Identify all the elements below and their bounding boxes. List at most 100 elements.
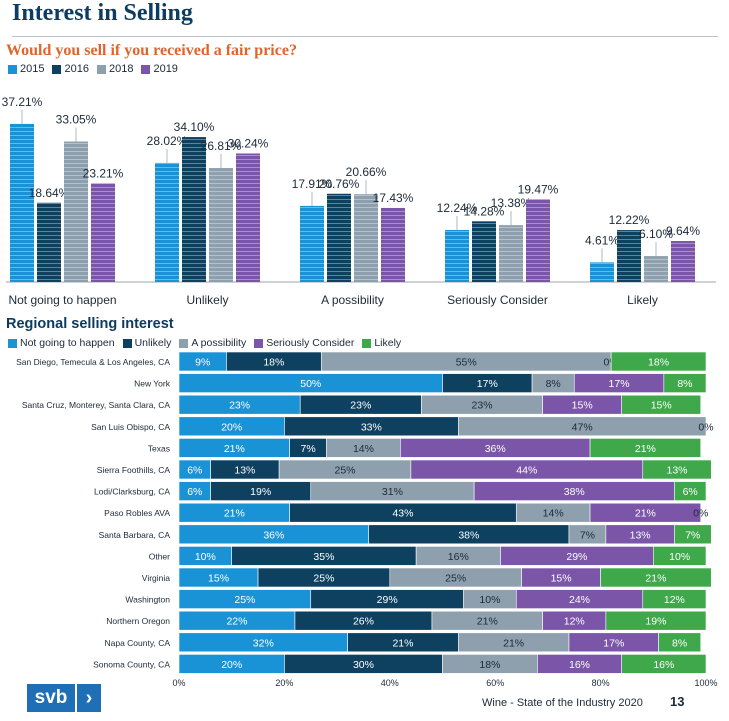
segment-label: 10% — [669, 551, 690, 563]
segment-label: 8% — [677, 378, 692, 390]
row-label: Paso Robles AVA — [104, 508, 170, 518]
bar-2015-unlikely — [155, 162, 179, 282]
segment-label: 7% — [685, 529, 700, 541]
legend-label: 2019 — [153, 63, 178, 75]
legend-label: Seriously Consider — [266, 337, 355, 349]
category-label: Not going to happen — [8, 293, 116, 307]
category-label: Unlikely — [186, 293, 228, 307]
segment-label: 22% — [226, 616, 247, 628]
legend-swatch — [8, 338, 17, 348]
data-label: 23.21% — [83, 166, 124, 180]
regional-stacked-bar-chart: San Diego, Temecula & Los Angeles, CA 9% 1… — [16, 351, 718, 688]
legend-swatch — [254, 338, 264, 348]
row-label: Sierra Foothills, CA — [97, 465, 171, 475]
bar-2019-not-going-to-happen — [91, 183, 115, 282]
bar-2018-not-going-to-happen — [64, 141, 88, 282]
segment-label: 14% — [353, 443, 374, 455]
category-label: A possibility — [321, 293, 384, 307]
segment-label: 21% — [392, 637, 413, 649]
segment-label: 10% — [479, 594, 500, 606]
segment-label: 21% — [645, 573, 666, 585]
segment-label: 50% — [300, 378, 321, 390]
row-label: Other — [149, 551, 170, 561]
bar-2019-a-possibility — [381, 207, 405, 282]
segment-label: 16% — [448, 551, 469, 563]
segment-likely — [652, 546, 707, 566]
data-label: 28.02% — [147, 134, 188, 148]
data-label: 17.91% — [292, 177, 333, 191]
legend-item-2019: 2019 — [141, 63, 178, 75]
title-divider — [12, 36, 718, 37]
data-label: 6.10% — [639, 227, 673, 241]
segment-label: 18% — [263, 357, 284, 369]
segment-label: 15% — [651, 400, 672, 412]
legend-item-2018: 2018 — [96, 63, 134, 75]
segment-label: 7% — [580, 529, 595, 541]
data-label: 9.64% — [666, 224, 700, 238]
segment-label: 13% — [234, 465, 255, 477]
segment-label: 15% — [551, 573, 572, 585]
bar-2016-seriously-consider — [472, 221, 496, 282]
segment-label: 26% — [353, 616, 374, 628]
footer-source: Wine - State of the Industry 2020 — [482, 697, 643, 709]
segment-label: 47% — [572, 421, 593, 433]
data-label: 12.24% — [437, 201, 478, 215]
segment-label: 25% — [234, 594, 255, 606]
segment-label: 20% — [221, 659, 242, 671]
segment-label: 38% — [564, 486, 585, 498]
bar-2016-not-going-to-happen — [37, 202, 61, 282]
segment-label: 23% — [229, 400, 250, 412]
segment-likely — [621, 394, 702, 415]
bar-2019-likely — [671, 241, 695, 282]
regional-section-title: Regional selling interest — [6, 316, 174, 332]
bar-2016-a-possibility — [327, 193, 351, 282]
legend-swatch — [141, 64, 151, 74]
segment-likely — [642, 589, 707, 609]
legend-swatch — [52, 64, 62, 74]
segment-label: 21% — [635, 443, 656, 455]
bar-2018-a-possibility — [354, 194, 378, 282]
segment-likely — [663, 373, 707, 393]
response-legend: Not going to happen Unlikely A possibility… — [8, 337, 401, 349]
segment-label: 29% — [377, 594, 398, 606]
segment-label: 16% — [569, 659, 590, 671]
data-label: 14.28% — [464, 204, 505, 218]
bar-2019-seriously-consider — [526, 199, 550, 282]
segment-label: 44% — [516, 465, 537, 477]
row-label: Sonoma County, CA — [93, 659, 170, 669]
segment-label: 7% — [301, 443, 316, 455]
segment-label: 31% — [382, 486, 403, 498]
data-label: 13.38% — [491, 196, 532, 210]
fair-price-bar-chart: 37.21% 18.64% 33.05% 23.21% Not going to hap… — [2, 95, 716, 307]
legend-swatch — [362, 338, 372, 348]
segment-label: 25% — [445, 573, 466, 585]
segment-label: 29% — [566, 551, 587, 563]
segment-likely — [605, 610, 707, 631]
bar-2015-not-going-to-happen — [10, 123, 34, 282]
segment-label: 10% — [195, 551, 216, 563]
bar-2016-likely — [617, 230, 641, 282]
segment-label: 0% — [698, 421, 713, 433]
segment-label: 12% — [664, 594, 685, 606]
data-label: 12.22% — [609, 213, 650, 227]
segment-likely — [610, 351, 707, 372]
segment-label: 12% — [564, 616, 585, 628]
legend-label: A possibility — [191, 337, 247, 349]
segment-likely — [600, 567, 712, 588]
page-number: 13 — [670, 694, 685, 709]
year-legend: 2015 2016 2018 2019 — [8, 63, 178, 75]
segment-label: 38% — [458, 529, 479, 541]
segment-likely — [589, 438, 702, 458]
svb-logo: svb — [27, 684, 75, 712]
legend-label: 2015 — [20, 63, 45, 75]
legend-label: 2018 — [108, 63, 134, 75]
legend-item-seriously-consider: Seriously Consider — [254, 337, 354, 349]
row-label: Santa Barbara, CA — [99, 530, 171, 540]
x-tick-label: 40% — [381, 678, 399, 688]
segment-label: 14% — [543, 508, 564, 520]
segment-label: 6% — [187, 486, 202, 498]
x-tick-label: 20% — [275, 678, 293, 688]
legend-label: Not going to happen — [20, 337, 115, 349]
category-label: Likely — [627, 293, 658, 307]
x-tick-label: 0% — [172, 678, 185, 688]
